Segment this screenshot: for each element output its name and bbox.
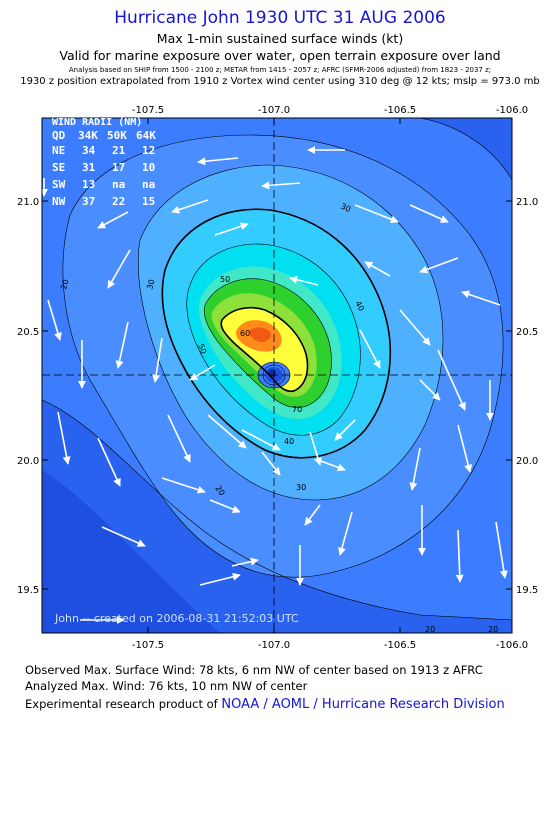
position-note: 1930 z position extrapolated from 1910 z… xyxy=(20,76,540,87)
lat-tick-label: 20.5 xyxy=(17,327,39,338)
wind-vector xyxy=(152,337,163,383)
wind-vector xyxy=(261,181,301,190)
contour-label: 40 xyxy=(284,437,294,446)
wind-vector xyxy=(115,321,129,369)
wind-vector xyxy=(171,199,209,214)
wind-vector xyxy=(399,309,431,346)
lon-tick-label: -107.5 xyxy=(132,105,164,116)
contour-field xyxy=(42,118,512,633)
wind-vector xyxy=(97,437,121,487)
wind-vector xyxy=(209,499,241,514)
contour-label: 30 xyxy=(296,483,306,492)
wind-vector xyxy=(47,299,62,341)
wind-vector xyxy=(189,364,216,381)
wind-vector xyxy=(231,557,259,567)
wind-vector xyxy=(97,211,129,229)
plot-frame xyxy=(41,117,513,634)
wind-vector xyxy=(495,521,508,579)
wind-radii-row: SW 13 na na xyxy=(52,178,155,191)
contour-label: 30 xyxy=(145,278,156,290)
wind-vector xyxy=(304,504,321,526)
subtitle-exposure: Valid for marine exposure over water, op… xyxy=(59,48,501,63)
wind-vector xyxy=(261,451,281,476)
wind-radii-table: WIND RADII (NM) QD 34K 50K 64K NE 34 21 12 SE 3… xyxy=(52,117,156,208)
lon-tick-label: -106.5 xyxy=(384,640,416,651)
contour-label: 30 xyxy=(339,202,352,214)
wind-vector xyxy=(197,157,239,166)
contour-label: 70 xyxy=(292,405,302,414)
analyzed-max-wind: Analyzed Max. Wind: 76 kts, 10 nm NW of … xyxy=(25,679,308,693)
contour-label: 20 xyxy=(59,278,70,290)
wind-vector xyxy=(57,411,71,465)
wind-vector xyxy=(107,249,131,289)
wind-vector xyxy=(455,529,464,583)
subtitle-units: Max 1-min sustained surface winds (kt) xyxy=(156,31,404,46)
wind-vector xyxy=(461,290,501,306)
lat-tick-label: 19.5 xyxy=(17,585,39,596)
wind-vector xyxy=(207,414,247,449)
wind-vector xyxy=(101,526,146,547)
wind-vector xyxy=(338,511,353,556)
wind-vector xyxy=(199,572,241,586)
contour-label: 60 xyxy=(240,329,250,338)
wind-vector xyxy=(437,349,466,411)
lon-tick-label: -106.0 xyxy=(496,105,528,116)
wind-vector xyxy=(419,379,441,401)
observed-max-wind: Observed Max. Surface Wind: 78 kts, 6 nm… xyxy=(25,663,483,677)
wind-vector xyxy=(214,222,249,236)
lon-tick-label: -107.0 xyxy=(258,105,290,116)
wind-analysis-map: 20 30 40 50 60 70 20 30 40 50 20 20 30 -… xyxy=(17,105,538,651)
contour-labels: 20 30 40 50 60 70 20 30 40 50 20 20 30 xyxy=(59,202,498,634)
wind-vector xyxy=(241,429,281,451)
contour-label: 50 xyxy=(220,275,230,284)
wind-vector xyxy=(359,329,381,369)
wind-vector xyxy=(364,261,391,277)
product-credit: Experimental research product of NOAA / … xyxy=(25,697,505,712)
wind-vector xyxy=(354,204,399,224)
lat-tick-label: 21.0 xyxy=(17,197,39,208)
lat-tick-label: 20.0 xyxy=(17,456,39,467)
lat-tick-label: 20.0 xyxy=(516,456,538,467)
wind-radii-row: NW 37 22 15 xyxy=(52,195,155,208)
axis-ticks xyxy=(42,118,513,633)
wind-vector xyxy=(167,414,191,463)
watermark: John -- created on 2006-08-31 21:52:03 U… xyxy=(54,612,299,625)
lon-tick-label: -106.5 xyxy=(384,105,416,116)
hrd-link[interactable]: NOAA / AOML / Hurricane Research Divisio… xyxy=(221,697,505,712)
lon-tick-label: -107.0 xyxy=(258,640,290,651)
lat-tick-label: 20.5 xyxy=(516,327,538,338)
wind-vector xyxy=(419,257,459,274)
wind-vector xyxy=(409,204,449,223)
wind-vector xyxy=(317,459,346,472)
wind-radii-title: WIND RADII (NM) xyxy=(52,117,142,128)
lat-tick-label: 21.0 xyxy=(516,197,538,208)
lon-tick-label: -106.0 xyxy=(496,640,528,651)
wind-vector xyxy=(409,447,421,491)
product-prefix: Experimental research product of xyxy=(25,697,218,711)
wind-vector xyxy=(457,424,473,473)
contour-label: 50 xyxy=(196,343,208,356)
contour-label: 20 xyxy=(488,625,498,634)
contour-label: 20 xyxy=(425,625,435,634)
wind-radii-row: NE 34 21 12 xyxy=(52,144,155,157)
tick-labels: -107.5 -107.0 -106.5 -106.0 -107.5 -107.… xyxy=(17,105,538,651)
analysis-note: Analysis based on SHIP from 1500 - 2100 … xyxy=(68,66,492,74)
contour-label: 40 xyxy=(353,300,366,313)
lat-tick-label: 19.5 xyxy=(516,585,538,596)
wind-vector xyxy=(161,477,206,494)
wind-radii-row: SE 31 17 10 xyxy=(52,161,155,174)
wind-vector xyxy=(334,419,356,441)
page-title: Hurricane John 1930 UTC 31 AUG 2006 xyxy=(114,8,446,28)
wind-vector xyxy=(289,275,319,286)
lon-tick-label: -107.5 xyxy=(132,640,164,651)
